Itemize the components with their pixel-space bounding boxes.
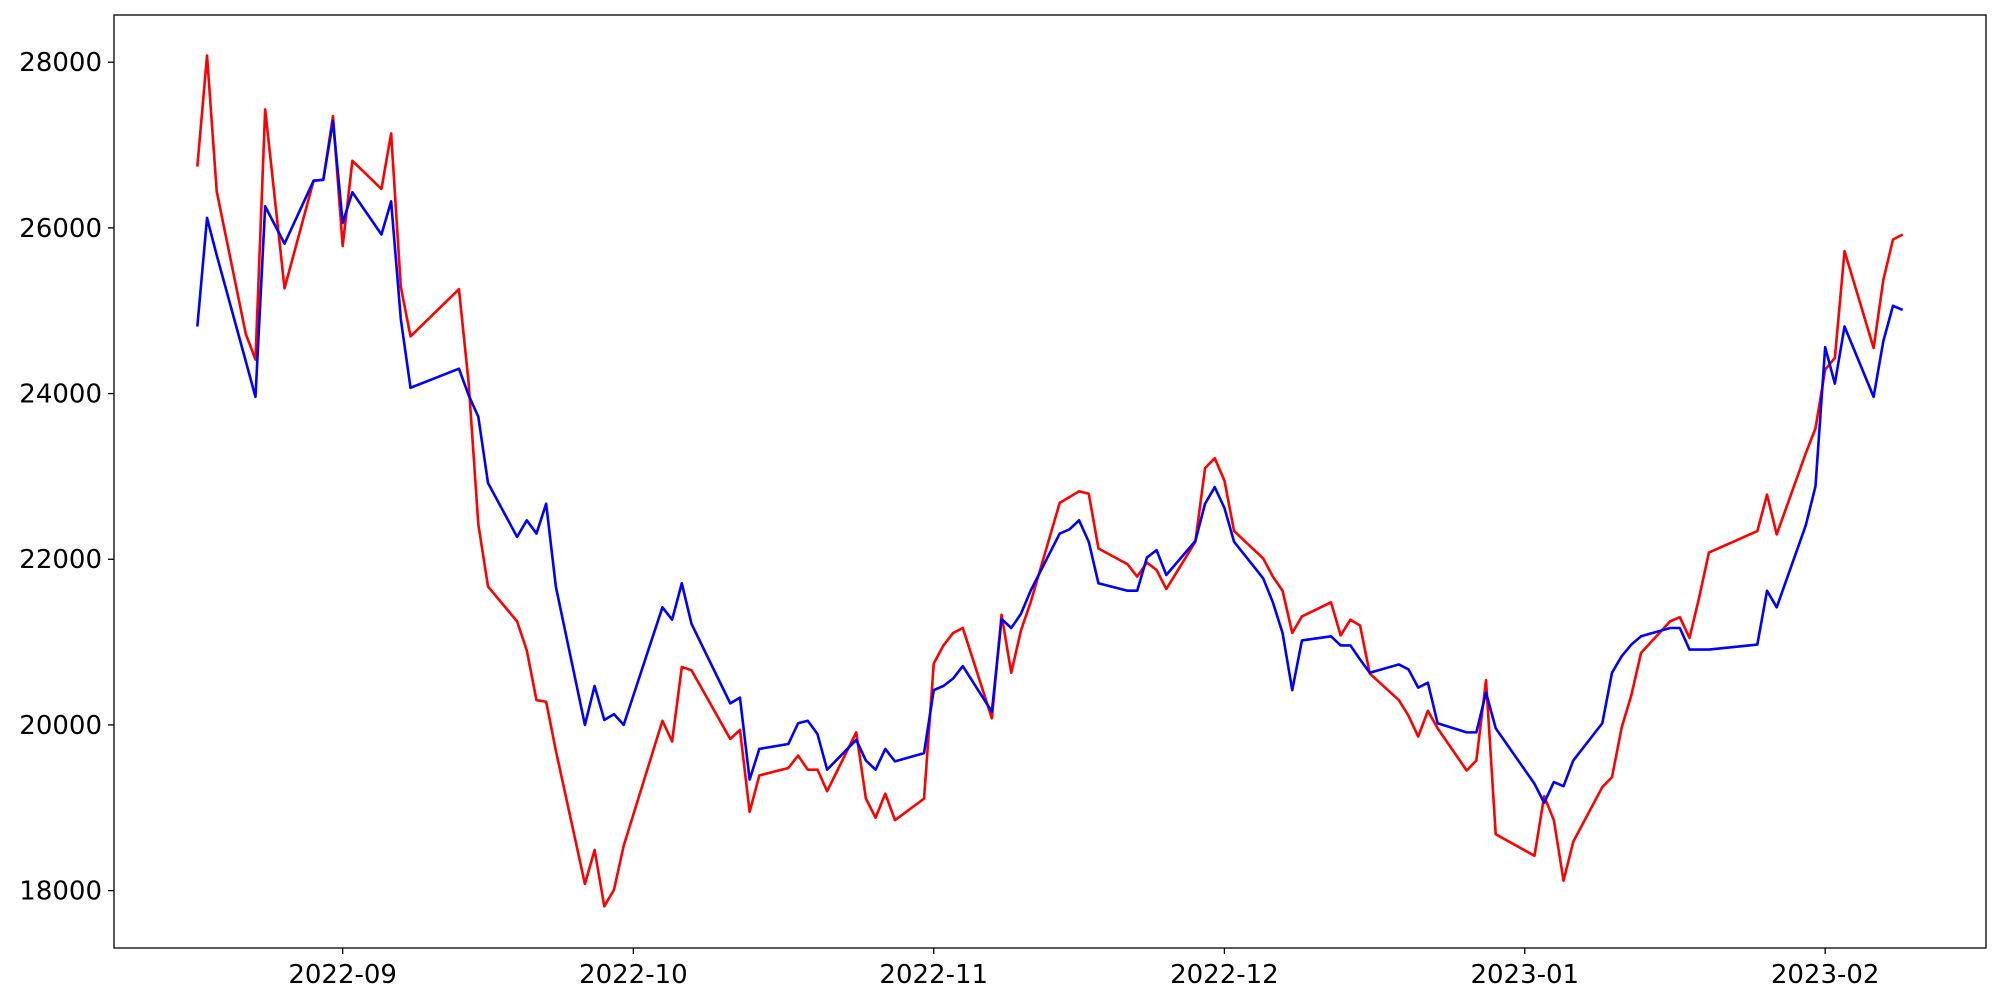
y-tick-label: 28000 [19,48,102,78]
x-tick-label: 2023-01 [1470,960,1579,990]
y-tick-label: 18000 [19,877,102,907]
x-tick-label: 2022-09 [288,960,397,990]
y-tick-label: 24000 [19,380,102,410]
x-tick-label: 2022-11 [879,960,988,990]
plot-frame [113,14,1987,949]
x-tick-label: 2022-12 [1170,960,1279,990]
y-tick-label: 26000 [19,214,102,244]
x-tick-label: 2023-02 [1771,960,1880,990]
y-tick-label: 22000 [19,545,102,575]
x-tick-label: 2022-10 [579,960,688,990]
data-line [196,119,1904,805]
y-tick-label: 20000 [19,711,102,741]
data-line [196,54,1904,908]
